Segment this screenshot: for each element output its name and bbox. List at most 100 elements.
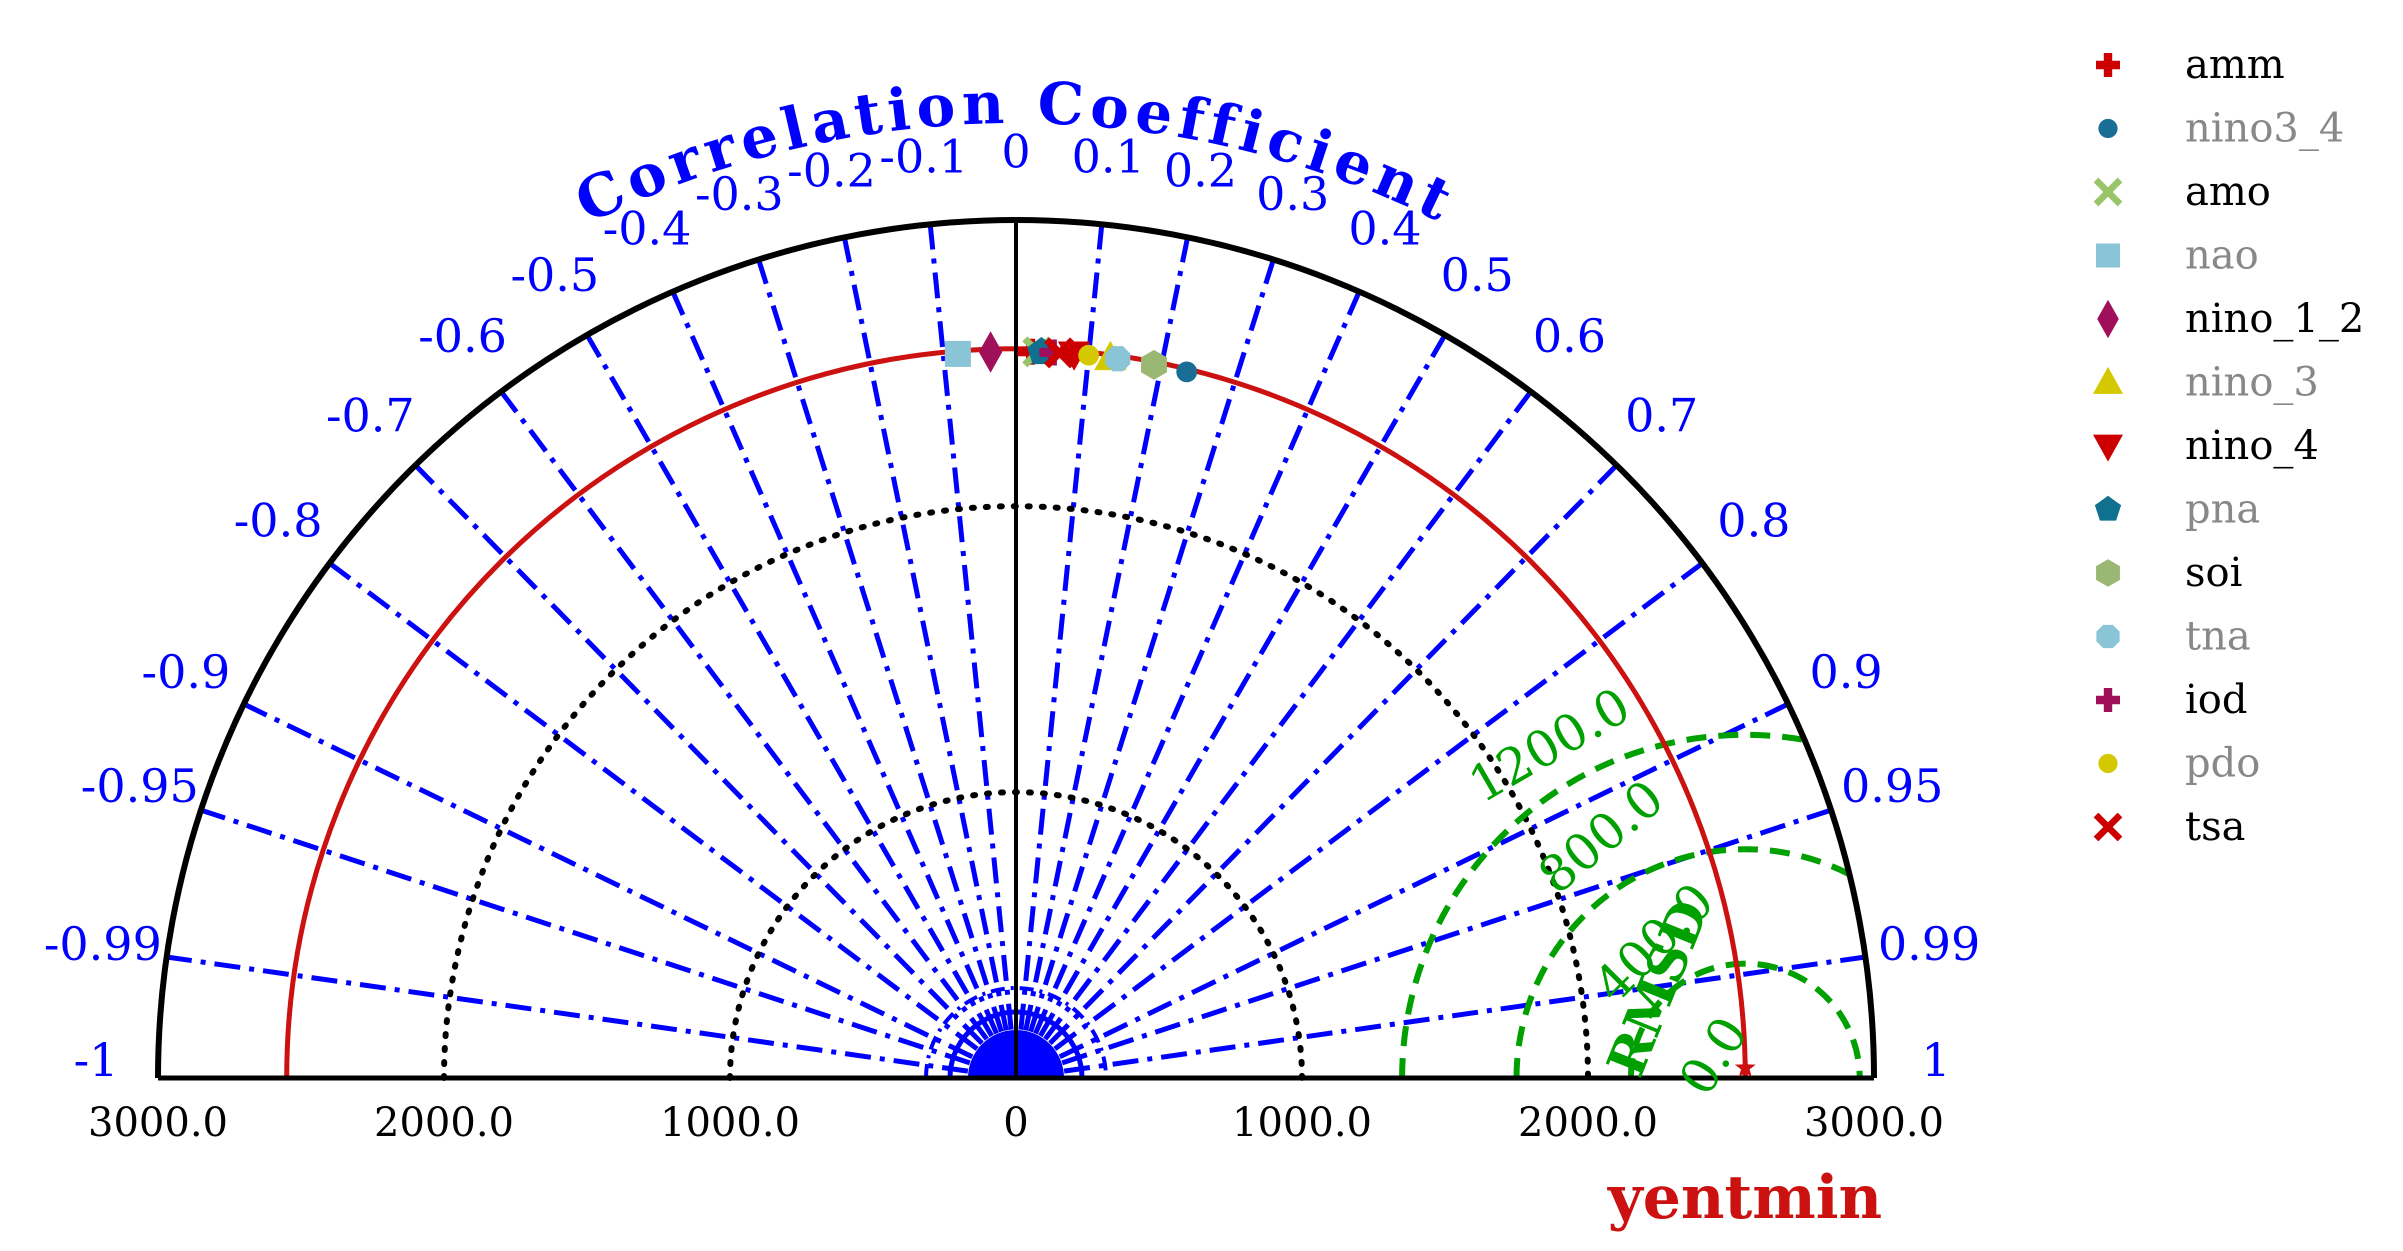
legend-marker-tna-shape [2096,624,2120,649]
legend-marker-soi [2096,559,2120,587]
correlation-tick-labels: -1 -0.99 -0.95 -0.9 -0.8-0.7-0.6-0.5-0.4-0.3… [44,125,1980,1087]
correlation-tick-0-5: -0.5 [510,248,599,302]
legend-marker-tsa-shape [2093,812,2123,842]
point-iod-shape [1039,339,1066,366]
correlation-tick-0-1: -0.1 [879,129,968,183]
point-tsa [1044,337,1076,369]
legend-item-soi: soi [2096,550,2242,596]
legend-marker-nino-1-2-shape [2097,299,2119,339]
correlation-radial-lines [166,224,1866,1074]
legend-item-pna: pna [2094,487,2260,533]
correlation-tick-0-6: 0.6 [1533,309,1606,363]
rmsd-contour-400 [1627,960,1863,1078]
legend-label-pna: pna [2185,487,2260,533]
point-tna [1105,346,1131,372]
point-tsa-shape [1044,337,1076,369]
rmsd-contour-800 [1513,846,1874,1078]
correlation-line-0-6 [1043,390,1533,1041]
correlation-line-0-2 [841,236,1009,1031]
point-nao-shape [944,340,971,367]
correlation-line-0-8 [328,561,979,1051]
data-points [944,331,1756,1077]
legend-marker-nino-3 [2093,366,2123,394]
legend-marker-amm-shape [2096,53,2120,77]
correlation-line-0-5 [584,333,994,1038]
correlation-line-0-4 [1033,290,1362,1035]
correlation-line-0-9 [1058,701,1790,1060]
std-tick-4: 1000.0 [1232,1100,1372,1146]
legend-label-nino-4: nino_4 [2185,423,2319,469]
legend-label-nino-3: nino_3 [2185,360,2319,406]
correlation-line-0-99 [166,954,969,1074]
legend-marker-pna-shape [2094,495,2122,521]
point-soi [1141,349,1167,380]
legend-marker-tna [2096,624,2120,649]
legend-marker-amm [2096,53,2120,77]
legend-marker-pdo [2098,753,2118,774]
rmsd-contours [1399,731,1874,1078]
correlation-tick-0-99: 0.99 [1878,917,1980,971]
correlation-line-0-95 [1061,807,1832,1066]
legend-marker-nino-4 [2093,434,2123,462]
legend-item-pdo: pdo [2098,741,2260,787]
legend-marker-nino-4-shape [2093,434,2123,462]
std-tick-1: 2000.0 [374,1100,514,1146]
legend-item-nino3-4: nino3_4 [2098,106,2344,152]
legend-marker-nino3-4-shape [2098,118,2118,139]
legend-label-nino3-4: nino3_4 [2185,106,2344,152]
legend-marker-pna [2094,495,2122,521]
correlation-line-0-6 [499,390,989,1041]
legend-marker-tsa [2093,812,2123,842]
std-tick-6: 3000.0 [1804,1100,1944,1146]
legend-item-nino-1-2: nino_1_2 [2097,296,2364,342]
legend-marker-pdo-shape [2098,753,2118,774]
legend-marker-nino-1-2 [2097,299,2119,339]
correlation-tick-0-3: -0.3 [695,167,784,221]
std-tick-5: 2000.0 [1518,1100,1658,1146]
point-pdo [1078,344,1100,366]
legend-item-iod: iod [2096,677,2247,723]
correlation-tick-0-2: -0.2 [787,143,876,197]
correlation-line-0-3 [1028,258,1276,1033]
correlation-tick-0: 0 [1001,125,1030,179]
correlation-tick-0-9: -0.9 [142,645,231,699]
rmsd-contour-1200 [1399,731,1874,1078]
origin-hub-outer-ring [924,986,1108,1079]
point-tna-shape [1105,346,1131,372]
legend-item-amo: amo [2093,169,2271,215]
correlation-tick-0-4: 0.4 [1348,202,1421,256]
correlation-line-0-7 [413,463,984,1046]
legend-marker-nao [2096,243,2120,268]
legend-label-soi: soi [2185,550,2242,596]
correlation-line-0-5 [1038,333,1448,1038]
point-nino3-4 [1176,361,1198,383]
legend-marker-nao-shape [2096,243,2120,268]
correlation-line-0-3 [756,258,1004,1033]
correlation-line-0-9 [242,701,974,1060]
correlation-tick-0-3: 0.3 [1256,167,1329,221]
legend-marker-nino-3-shape [2093,366,2123,394]
correlation-line-0-4 [670,290,999,1035]
correlation-line-0-1 [927,224,1014,1030]
legend-marker-iod-shape [2096,688,2120,712]
legend-label-tsa: tsa [2185,804,2245,850]
correlation-tick-1: 1 [1921,1033,1950,1087]
correlation-tick-0-7: -0.7 [326,388,415,442]
correlation-tick-1: -1 [74,1033,119,1087]
point-pdo-shape [1078,344,1100,366]
point-nino-1-2-shape [978,331,1003,373]
correlation-tick-0-95: -0.95 [81,759,199,813]
point-soi-shape [1141,349,1167,380]
correlation-line-0-99 [1063,954,1866,1074]
reference-star [1734,1057,1756,1077]
legend-label-amm: amm [2185,42,2285,88]
correlation-line-0-7 [1048,463,1619,1046]
legend-label-tna: tna [2185,614,2251,660]
rmsd-label-800: 800.0 [1528,769,1675,905]
correlation-tick-0-9: 0.9 [1810,645,1883,699]
correlation-tick-0-8: 0.8 [1717,494,1790,548]
correlation-line-0-8 [1053,561,1704,1051]
legend-item-nino-3: nino_3 [2093,360,2319,406]
